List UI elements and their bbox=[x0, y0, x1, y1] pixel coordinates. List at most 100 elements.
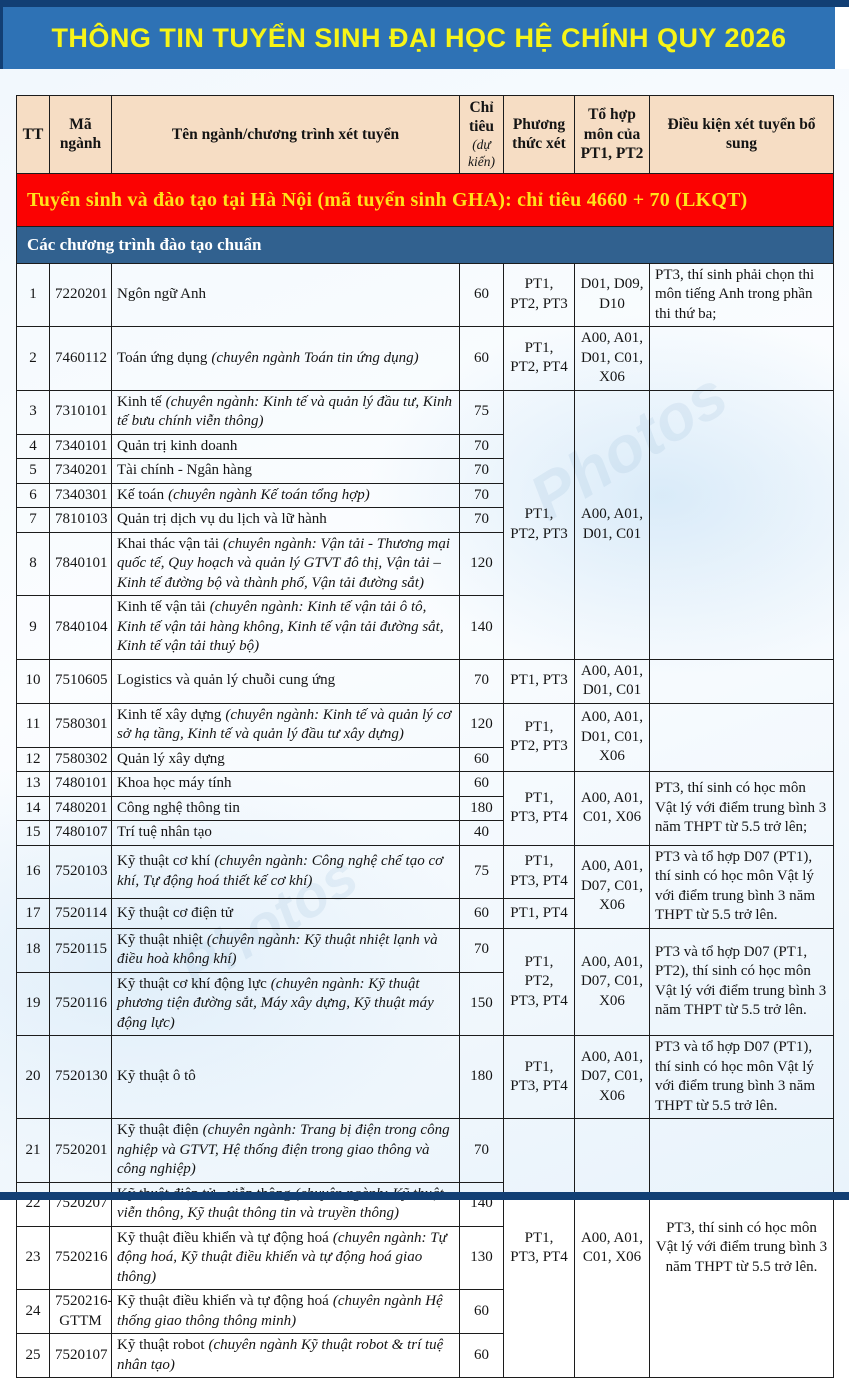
major-name: Kỹ thuật điều khiển và tự động hoá (chuyê… bbox=[111, 1289, 460, 1335]
extra-condition: PT3 và tổ hợp D07 (PT1, PT2), thí sinh c… bbox=[649, 927, 834, 1037]
quota-value: 120 bbox=[459, 702, 504, 748]
quota-value: 180 bbox=[459, 1035, 504, 1120]
subject-combos: A00, A01, D07, C01, X06 bbox=[574, 1035, 650, 1120]
extra-condition: PT3, thí sinh phải chọn thi môn tiếng An… bbox=[649, 262, 834, 328]
admission-methods: PT1, PT3, PT4 bbox=[503, 1118, 575, 1378]
row-number: 16 bbox=[16, 844, 50, 899]
major-code: 7480101 bbox=[49, 771, 112, 797]
row-number: 2 bbox=[16, 326, 50, 391]
major-name: Logistics và quản lý chuỗi cung ứng bbox=[111, 658, 460, 704]
major-name: Kỹ thuật cơ điện tử bbox=[111, 897, 460, 929]
major-name: Quản lý xây dựng bbox=[111, 746, 460, 773]
major-name: Kỹ thuật cơ khí (chuyên ngành: Công nghệ … bbox=[111, 844, 460, 899]
subject-combos: A00, A01, D07, C01, X06 bbox=[574, 927, 650, 1037]
row-number: 21 bbox=[16, 1118, 50, 1183]
major-name: Kinh tế vận tải (chuyên ngành: Kinh tế vậ… bbox=[111, 595, 460, 660]
admissions-table: TT Mã ngành Tên ngành/chương trình xét t… bbox=[16, 95, 834, 1378]
major-code: 7520207 bbox=[49, 1181, 112, 1227]
row-number: 12 bbox=[16, 746, 50, 773]
header-condition: Điều kiện xét tuyển bổ sung bbox=[649, 95, 834, 174]
row-number: 14 bbox=[16, 795, 50, 822]
major-name: Khai thác vận tải (chuyên ngành: Vận tải … bbox=[111, 531, 460, 597]
region-banner: Tuyển sinh và đào tạo tại Hà Nội (mã tuy… bbox=[16, 172, 834, 227]
quota-value: 60 bbox=[459, 1289, 504, 1335]
admission-methods: PT1, PT3, PT4 bbox=[503, 1035, 575, 1120]
major-name: Kỹ thuật robot (chuyên ngành Kỹ thuật rob… bbox=[111, 1333, 460, 1378]
row-number: 15 bbox=[16, 820, 50, 846]
admission-methods: PT1, PT2, PT3 bbox=[503, 702, 575, 773]
quota-value: 60 bbox=[459, 897, 504, 929]
header-tt: TT bbox=[16, 95, 50, 174]
page-title: THÔNG TIN TUYỂN SINH ĐẠI HỌC HỆ CHÍNH QU… bbox=[51, 22, 787, 53]
major-code: 7340201 bbox=[49, 458, 112, 484]
major-code: 7510605 bbox=[49, 658, 112, 704]
quota-value: 150 bbox=[459, 971, 504, 1037]
major-code: 7810103 bbox=[49, 507, 112, 533]
major-code: 7520216 bbox=[49, 1225, 112, 1291]
admission-methods: PT1, PT2, PT3, PT4 bbox=[503, 927, 575, 1037]
table-row: 6 7340301 Kế toán (chuyên ngành Kế toán t… bbox=[16, 482, 834, 509]
table-row: 7 7810103 Quản trị dịch vụ du lịch và lữ… bbox=[16, 507, 834, 533]
header-method: Phương thức xét bbox=[503, 95, 575, 174]
table-row: 3 7310101 Kinh tế (chuyên ngành: Kinh tế … bbox=[16, 389, 834, 660]
title-banner: THÔNG TIN TUYỂN SINH ĐẠI HỌC HỆ CHÍNH QU… bbox=[3, 7, 835, 69]
subject-combos: D01, D09, D10 bbox=[574, 262, 650, 328]
subject-combos: A00, A01, D01, C01 bbox=[574, 658, 650, 704]
table-row: 16 7520103 Kỹ thuật cơ khí (chuyên ngành:… bbox=[16, 844, 834, 929]
table-row: 21 7520201 Kỹ thuật điện (chuyên ngành: T… bbox=[16, 1118, 834, 1378]
quota-value: 180 bbox=[459, 795, 504, 822]
row-number: 18 bbox=[16, 927, 50, 973]
subject-combos: A00, A01, D07, C01, X06 bbox=[574, 844, 650, 929]
quota-value: 75 bbox=[459, 844, 504, 899]
major-name: Kỹ thuật điện (chuyên ngành: Trang bị điệ… bbox=[111, 1118, 460, 1183]
row-number: 1 bbox=[16, 262, 50, 328]
major-name: Quản trị dịch vụ du lịch và lữ hành bbox=[111, 507, 460, 533]
header-code: Mã ngành bbox=[49, 95, 112, 174]
quota-value: 140 bbox=[459, 1181, 504, 1227]
row-number: 9 bbox=[16, 595, 50, 660]
quota-value: 70 bbox=[459, 507, 504, 533]
major-name: Kinh tế (chuyên ngành: Kinh tế và quản lý… bbox=[111, 389, 460, 435]
major-code: 7520103 bbox=[49, 844, 112, 899]
admission-methods: PT1, PT2, PT3 bbox=[503, 389, 575, 660]
admission-methods: PT1, PT4 bbox=[503, 897, 575, 929]
row-number: 7 bbox=[16, 507, 50, 533]
subject-combos: A00, A01, D01, C01 bbox=[574, 389, 650, 660]
table-row: 12 7580302 Quản lý xây dựng 60 bbox=[16, 746, 834, 773]
quota-value: 60 bbox=[459, 326, 504, 391]
admission-methods: PT1, PT3, PT4 bbox=[503, 771, 575, 846]
major-name: Công nghệ thông tin bbox=[111, 795, 460, 822]
subject-combos: A00, A01, D01, C01, X06 bbox=[574, 702, 650, 773]
row-number: 4 bbox=[16, 433, 50, 460]
major-code: 7480201 bbox=[49, 795, 112, 822]
quota-value: 70 bbox=[459, 458, 504, 484]
table-row: 9 7840104 Kinh tế vận tải (chuyên ngành: … bbox=[16, 595, 834, 660]
major-name: Kỹ thuật cơ khí động lực (chuyên ngành: K… bbox=[111, 971, 460, 1037]
table-row: 2 7460112 Toán ứng dụng (chuyên ngành Toá… bbox=[16, 326, 834, 391]
major-code: 7340301 bbox=[49, 482, 112, 509]
extra-condition: PT3 và tổ hợp D07 (PT1), thí sinh có học… bbox=[649, 1035, 834, 1120]
table-row: 13 7480101 Khoa học máy tính 60 PT1, PT3… bbox=[16, 771, 834, 846]
major-name: Kỹ thuật điều khiển và tự động hoá (chuyê… bbox=[111, 1225, 460, 1291]
major-name: Kế toán (chuyên ngành Kế toán tổng hợp) bbox=[111, 482, 460, 509]
table-row: 8 7840101 Khai thác vận tải (chuyên ngành… bbox=[16, 531, 834, 597]
major-code: 7460112 bbox=[49, 326, 112, 391]
major-code: 7520216-GTTM bbox=[49, 1289, 113, 1335]
section-banner: Các chương trình đào tạo chuẩn bbox=[16, 225, 834, 264]
major-code: 7220201 bbox=[49, 262, 112, 328]
table-row: 19 7520116 Kỹ thuật cơ khí động lực (chuy… bbox=[16, 971, 834, 1037]
table-row: 20 7520130 Kỹ thuật ô tô 180 PT1, PT3, P… bbox=[16, 1035, 834, 1120]
quota-value: 70 bbox=[459, 658, 504, 704]
table-row: 5 7340201 Tài chính - Ngân hàng 70 bbox=[16, 458, 834, 484]
quota-value: 75 bbox=[459, 389, 504, 435]
quota-value: 70 bbox=[459, 1118, 504, 1183]
extra-condition: PT3 và tổ hợp D07 (PT1), thí sinh có học… bbox=[649, 844, 834, 929]
major-name: Trí tuệ nhân tạo bbox=[111, 820, 460, 846]
quota-value: 130 bbox=[459, 1225, 504, 1291]
subject-combos: A00, A01, D01, C01, X06 bbox=[574, 326, 650, 391]
row-number: 20 bbox=[16, 1035, 50, 1120]
quota-value: 60 bbox=[459, 746, 504, 773]
major-name: Quản trị kinh doanh bbox=[111, 433, 460, 460]
major-code: 7310101 bbox=[49, 389, 112, 435]
top-frame-strip bbox=[0, 0, 849, 7]
